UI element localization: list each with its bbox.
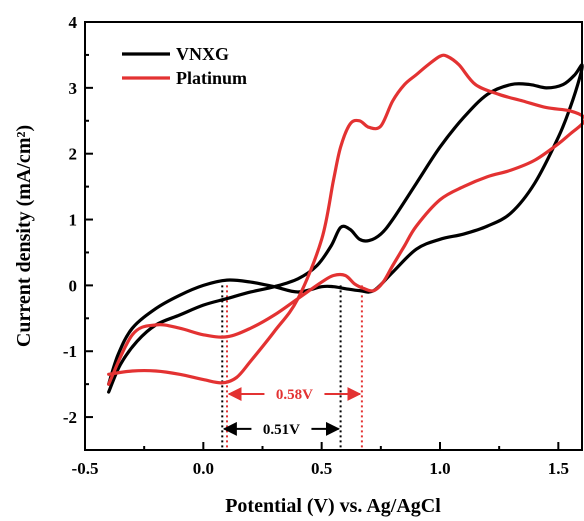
- y-tick-label: 4: [69, 13, 78, 32]
- x-tick-label: 0.5: [311, 459, 332, 478]
- axis-ticks: -0.5 0.0 0.5 1.0 1.5 -2 -1 0 1 2 3 4: [63, 13, 569, 478]
- x-tick-label: -0.5: [72, 459, 99, 478]
- x-axis-title: Potential (V) vs. Ag/AgCl: [225, 495, 441, 517]
- legend-label-vnxg: VNXG: [176, 44, 229, 64]
- data-series: [107, 53, 584, 394]
- annotation-label-0: 0.58V: [276, 387, 313, 403]
- y-tick-label: -1: [63, 342, 77, 361]
- x-tick-label: 1.0: [429, 459, 450, 478]
- y-tick-label: 0: [69, 276, 78, 295]
- y-axis-title: Current density (mA/cm²): [13, 125, 35, 347]
- plot-frame: [84, 21, 583, 451]
- y-tick-label: 2: [69, 145, 78, 164]
- y-tick-label: 3: [69, 79, 78, 98]
- legend-label-platinum: Platinum: [176, 68, 247, 88]
- x-tick-label: 1.5: [548, 459, 569, 478]
- series-line-platinum: [107, 53, 584, 386]
- x-tick-label: 0.0: [193, 459, 214, 478]
- y-tick-label: 1: [69, 211, 78, 230]
- annotations: 0.58V 0.51V: [222, 387, 362, 438]
- series-line-vnxg: [107, 63, 584, 394]
- annotation-label-1: 0.51V: [263, 422, 300, 438]
- y-tick-label: -2: [63, 408, 77, 427]
- legend: VNXG Platinum: [122, 44, 247, 88]
